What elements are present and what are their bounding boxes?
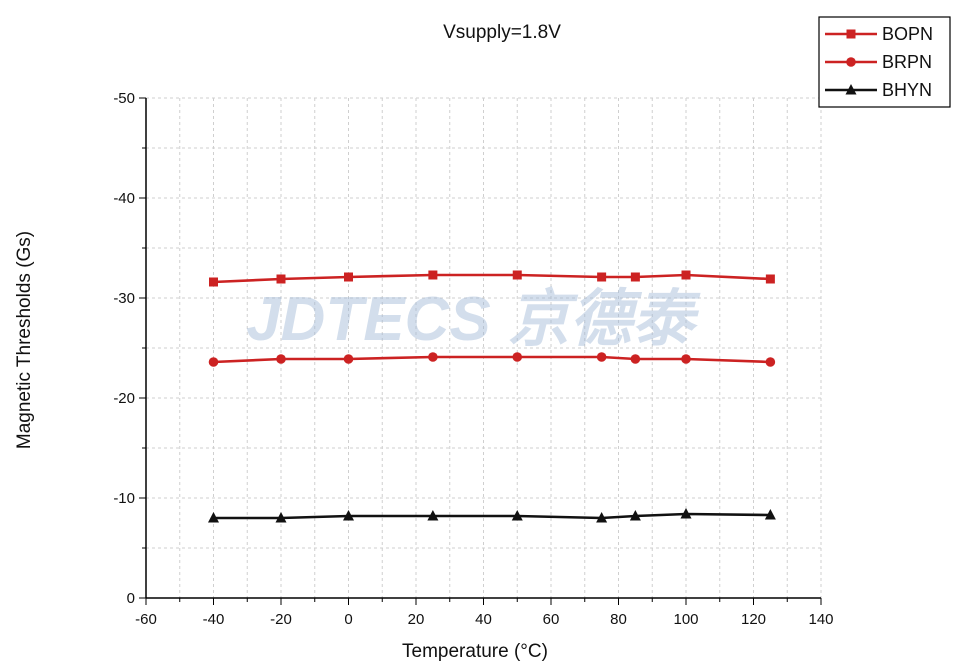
data-point-brpn — [596, 352, 607, 362]
legend: BOPN BRPN BHYN — [818, 16, 951, 108]
data-point-brpn — [512, 352, 523, 362]
y-tick-label: -30 — [113, 290, 135, 307]
x-tick-label: 100 — [673, 611, 698, 628]
data-point-brpn — [765, 357, 776, 367]
y-tick-label: 0 — [127, 590, 135, 607]
x-tick-label: 20 — [408, 611, 425, 628]
data-point-bopn — [344, 272, 353, 282]
x-axis-title: Temperature (°C) — [402, 641, 548, 662]
data-point-bhyn — [629, 510, 641, 521]
data-point-bopn — [681, 270, 691, 280]
legend-label-bopn: BOPN — [882, 24, 933, 44]
x-tick-label: 120 — [741, 611, 766, 628]
data-point-bhyn — [275, 512, 287, 523]
data-point-bhyn — [764, 509, 776, 520]
x-tick-label: 80 — [610, 611, 627, 628]
data-point-brpn — [428, 352, 438, 362]
legend-label-brpn: BRPN — [882, 52, 932, 72]
x-tick-label: 140 — [808, 611, 833, 628]
series-bhyn — [208, 508, 776, 523]
legend-label-bhyn: BHYN — [882, 80, 932, 100]
data-point-bhyn — [596, 512, 608, 523]
y-tick-label: -40 — [113, 190, 135, 207]
data-point-bopn — [765, 274, 775, 284]
data-point-brpn — [681, 354, 691, 364]
x-tick-label: 40 — [475, 611, 492, 628]
legend-marker-bopn — [846, 29, 856, 39]
data-point-bhyn — [208, 512, 219, 523]
x-tick-label: -40 — [203, 611, 225, 628]
data-point-bhyn — [343, 510, 354, 521]
series-brpn — [208, 352, 776, 367]
x-tick-label: 60 — [543, 611, 560, 628]
watermark: JDTECS 京德泰 — [246, 285, 701, 354]
data-point-brpn — [343, 354, 354, 364]
data-point-brpn — [208, 357, 219, 367]
data-point-bopn — [428, 270, 438, 280]
data-point-bopn — [209, 277, 218, 287]
data-point-brpn — [276, 354, 286, 364]
data-point-bopn — [630, 272, 640, 282]
series-bopn — [209, 270, 775, 287]
data-point-bhyn — [680, 508, 692, 519]
data-point-bhyn — [427, 510, 439, 521]
data-point-bopn — [512, 270, 522, 280]
y-axis-title: Magnetic Thresholds (Gs) — [14, 231, 35, 449]
y-tick-label: -10 — [113, 490, 135, 507]
data-point-brpn — [630, 354, 641, 364]
y-tick-label: -20 — [113, 390, 135, 407]
data-point-bopn — [597, 272, 607, 282]
data-point-bopn — [276, 274, 286, 284]
chart-title: Vsupply=1.8V — [443, 22, 561, 43]
axes: -60 -40 -20 0 20 40 60 80 100 120 140 0 -10 -20 -30 -40… — [113, 90, 833, 628]
legend-marker-bhyn — [845, 84, 857, 95]
legend-marker-brpn — [846, 57, 856, 67]
data-point-bhyn — [511, 510, 523, 521]
series-layer — [208, 270, 776, 523]
x-tick-label: -20 — [270, 611, 292, 628]
x-tick-label: 0 — [344, 611, 352, 628]
y-tick-label: -50 — [113, 90, 135, 107]
x-tick-label: -60 — [135, 611, 157, 628]
